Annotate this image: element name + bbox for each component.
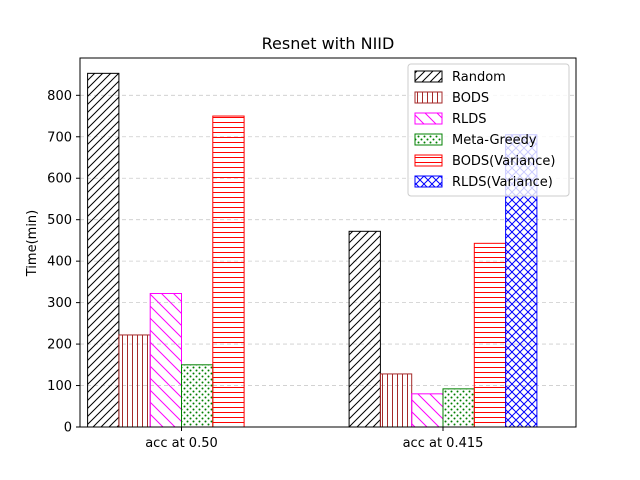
bar-bods-variance-0 <box>212 115 245 428</box>
y-axis-label: Time(min) <box>25 210 40 277</box>
bars <box>87 72 538 428</box>
legend: Random BODS RLDS Meta-Greedy BODS(Variance) R… <box>407 63 570 197</box>
legend-label: BODS <box>452 91 489 106</box>
legend-swatch <box>414 175 443 188</box>
x-tick-label: acc at 0.50 <box>145 436 218 451</box>
axes: 0 100 200 300 400 500 600 700 800 acc at 0.50 acc … <box>47 57 577 451</box>
plot-frame <box>79 57 577 428</box>
y-tick-label: 800 <box>47 89 72 104</box>
bar-rlds-1 <box>411 393 444 428</box>
bar-meta-greedy-1 <box>442 388 475 428</box>
y-tick-label: 100 <box>47 379 72 394</box>
x-tick-label: acc at 0.415 <box>403 436 484 451</box>
y-tick-label: 200 <box>47 338 72 353</box>
legend-box <box>407 63 570 197</box>
legend-label: Random <box>452 70 506 85</box>
y-tick-label: 500 <box>47 213 72 228</box>
legend-swatch <box>414 154 443 167</box>
legend-label: RLDS <box>452 112 487 127</box>
legend-label: BODS(Variance) <box>452 154 556 169</box>
y-tick-label: 700 <box>47 130 72 145</box>
bar-random-1 <box>348 230 381 428</box>
legend-swatch <box>414 91 443 104</box>
legend-label: RLDS(Variance) <box>452 175 553 190</box>
y-tick-label: 300 <box>47 296 72 311</box>
legend-swatch <box>414 133 443 146</box>
chart-title: Resnet with NIID <box>262 34 395 53</box>
legend-label: Meta-Greedy <box>452 133 537 148</box>
legend-swatch <box>414 112 443 125</box>
y-tick-label: 600 <box>47 172 72 187</box>
bar-meta-greedy-0 <box>181 364 214 428</box>
bar-rlds-0 <box>149 292 182 428</box>
bar-random-0 <box>87 72 120 428</box>
legend-swatch <box>414 70 443 83</box>
bar-bods-0 <box>118 334 151 428</box>
bar-bods-variance-1 <box>473 242 507 428</box>
y-tick-label: 400 <box>47 255 72 270</box>
y-tick-label: 0 <box>64 421 72 436</box>
bar-bods-1 <box>379 373 413 428</box>
